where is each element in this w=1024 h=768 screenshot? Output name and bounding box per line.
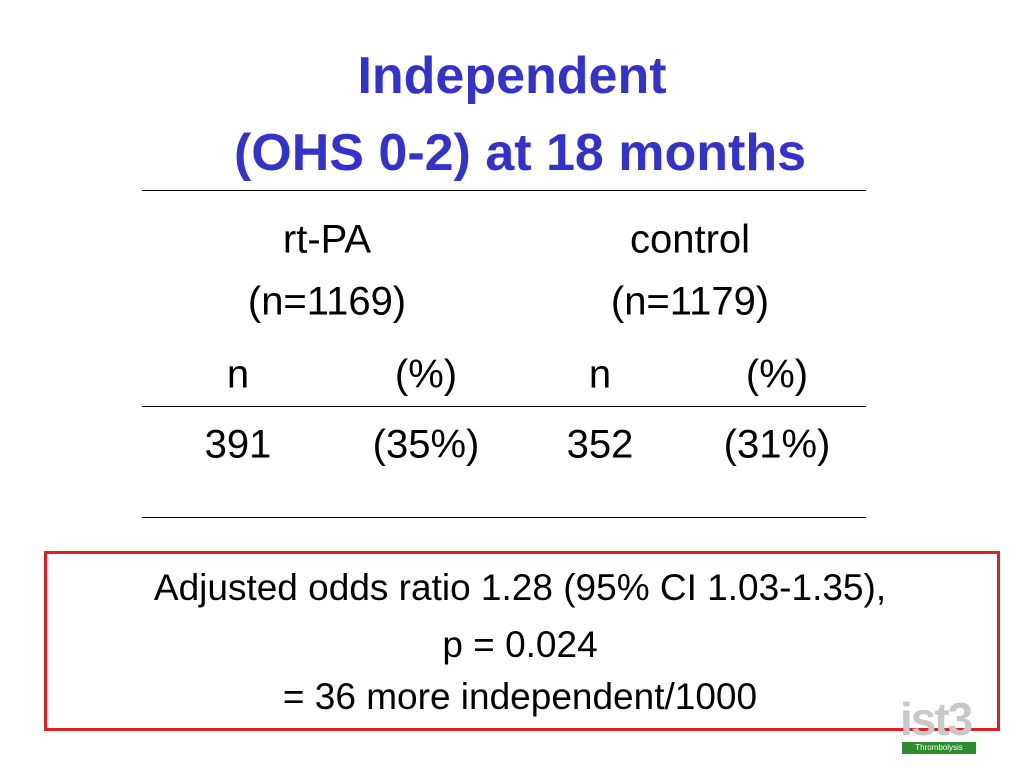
rule (142, 517, 866, 518)
group-name: rt-PA (282, 217, 372, 262)
subheader: n (588, 352, 612, 397)
rule (142, 406, 866, 407)
summary-line: = 36 more independent/1000 (282, 676, 758, 717)
subheader: n (226, 352, 250, 397)
subheader: (%) (394, 352, 458, 397)
table-cell: (35%) (372, 422, 480, 467)
group-n: (n=1169) (247, 279, 407, 324)
group-name: control (629, 217, 751, 262)
logo: ist3 Thrombolysis (900, 693, 976, 754)
table-cell: (31%) (723, 422, 831, 467)
logo-text: ist3 (900, 693, 973, 745)
subheader: (%) (745, 352, 809, 397)
table-cell: 391 (204, 422, 272, 467)
summary-box (44, 551, 1000, 731)
title-line: (OHS 0-2) at 18 months (233, 124, 807, 182)
rule (142, 190, 866, 191)
group-n: (n=1179) (610, 279, 770, 324)
summary-line: p = 0.024 (442, 624, 598, 665)
title-line: Independent (357, 47, 667, 105)
table-cell: 352 (566, 422, 634, 467)
summary-line: Adjusted odds ratio 1.28 (95% CI 1.03-1.… (153, 567, 887, 608)
logo-caption: Thrombolysis (902, 742, 976, 754)
